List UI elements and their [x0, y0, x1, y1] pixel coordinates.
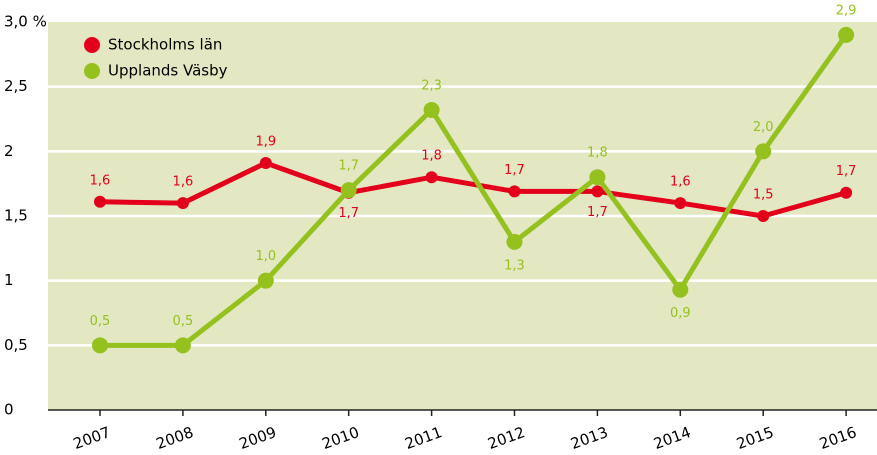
x-tick-label: 2007 — [71, 423, 113, 453]
y-tick-label: 1 — [4, 271, 14, 289]
marker — [591, 185, 604, 198]
y-tick-label: 2 — [4, 142, 14, 160]
value-label: 0,9 — [670, 306, 691, 321]
value-label: 1,7 — [836, 164, 857, 179]
marker — [425, 171, 438, 184]
legend-label: Stockholms län — [108, 36, 222, 54]
marker — [423, 101, 440, 118]
y-tick-label: 1,5 — [4, 207, 28, 225]
value-label: 1,8 — [421, 149, 442, 164]
legend-marker — [84, 63, 100, 79]
x-tick-label: 2016 — [817, 423, 859, 453]
x-tick-label: 2013 — [568, 423, 610, 453]
value-label: 2,0 — [753, 120, 774, 135]
marker — [674, 197, 687, 210]
legend-marker — [84, 37, 100, 53]
value-label: 1,9 — [255, 134, 276, 149]
marker — [755, 143, 772, 160]
marker — [259, 156, 272, 169]
value-label: 2,3 — [421, 78, 442, 93]
y-tick-label: 0,5 — [4, 336, 28, 354]
marker — [176, 197, 189, 210]
marker — [92, 337, 108, 354]
marker — [838, 26, 855, 43]
line — [99, 160, 847, 219]
x-tick-label: 2012 — [485, 423, 527, 453]
x-tick-label: 2011 — [402, 423, 444, 453]
legend-label: Upplands Väsby — [108, 62, 228, 80]
marker — [589, 169, 606, 186]
y-tick-label: 0 — [4, 401, 14, 419]
value-label: 1,0 — [255, 249, 276, 264]
y-tick-label: 2,5 — [4, 77, 28, 95]
value-label: 1,7 — [338, 159, 359, 174]
marker — [840, 186, 853, 199]
marker — [94, 195, 106, 208]
y-tick-label: 3,0 % — [4, 13, 47, 31]
value-label: 1,7 — [338, 206, 359, 221]
value-label: 2,9 — [836, 3, 857, 18]
x-tick-label: 2010 — [320, 423, 362, 453]
x-tick-label: 2009 — [237, 423, 279, 453]
marker — [257, 272, 274, 289]
value-label: 1,6 — [90, 173, 111, 188]
x-tick-label: 2008 — [154, 423, 196, 453]
x-tick-label: 2015 — [734, 423, 776, 453]
value-label: 1,6 — [173, 175, 194, 190]
line — [100, 33, 849, 348]
value-label: 1,3 — [504, 258, 525, 273]
x-tick-label: 2014 — [651, 423, 693, 453]
marker — [174, 337, 191, 354]
value-label: 1,7 — [504, 163, 525, 178]
value-label: 0,5 — [90, 314, 111, 329]
marker — [757, 210, 770, 222]
value-label: 1,7 — [587, 205, 608, 220]
value-label: 1,5 — [753, 188, 774, 203]
marker — [506, 233, 523, 250]
marker — [340, 182, 357, 199]
value-label: 1,6 — [670, 175, 691, 190]
marker — [672, 281, 689, 298]
value-label: 1,8 — [587, 146, 608, 161]
value-label: 0,5 — [173, 314, 194, 329]
marker — [508, 185, 521, 198]
